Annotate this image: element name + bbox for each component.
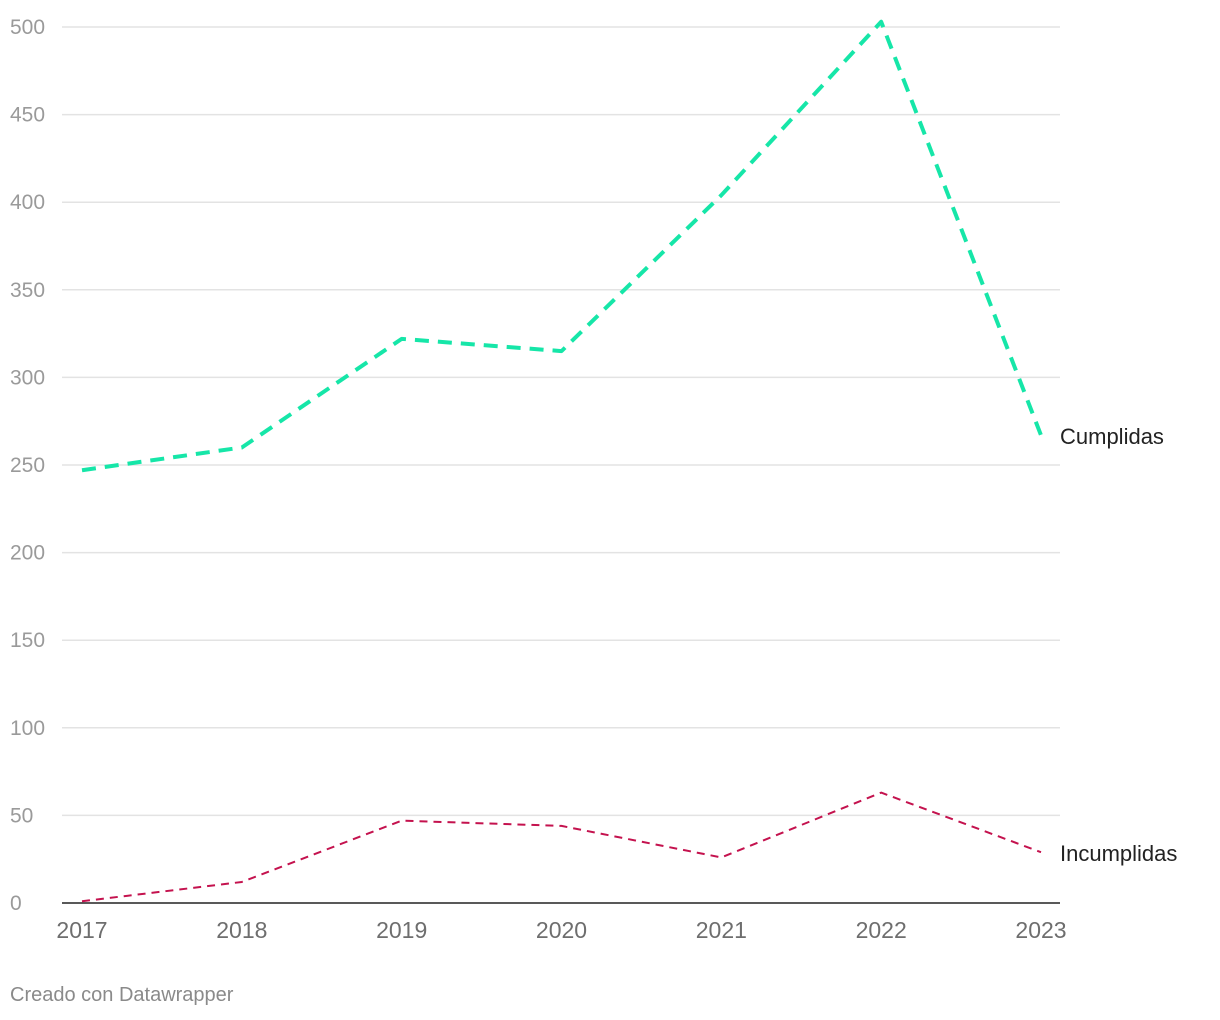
y-tick-label: 150 [10,629,45,652]
x-tick-label: 2020 [536,917,587,943]
x-tick-label: 2023 [1015,917,1066,943]
series-label-incumplidas: Incumplidas [1060,841,1177,866]
y-tick-label: 200 [10,542,45,565]
y-axis-ticks: 0 50 100 150 200 250 300 350 400 450 500 [10,16,45,915]
x-tick-label: 2021 [696,917,747,943]
credit-text: Creado con Datawrapper [10,984,234,1006]
series-line-cumplidas [81,19,1043,473]
grid-lines [62,26,1060,817]
series-labels: Cumplidas Incumplidas [1060,424,1177,866]
x-tick-label: 2018 [216,917,267,943]
y-tick-label: 100 [10,717,45,740]
x-tick-label: 2017 [56,917,107,943]
y-tick-label: 500 [10,16,45,39]
y-tick-label: 350 [10,279,45,302]
series-line-incumplidas [81,791,1042,903]
x-tick-label: 2019 [376,917,427,943]
y-tick-label: 50 [10,804,33,827]
y-tick-label: 400 [10,191,45,214]
y-tick-label: 300 [10,366,45,389]
y-tick-label: 450 [10,104,45,127]
x-tick-label: 2022 [856,917,907,943]
x-axis-ticks: 2017 2018 2019 2020 2021 2022 2023 [56,917,1066,943]
y-tick-label: 250 [10,454,45,477]
series-lines [81,19,1043,903]
y-tick-label: 0 [10,892,22,915]
series-label-cumplidas: Cumplidas [1060,424,1164,449]
